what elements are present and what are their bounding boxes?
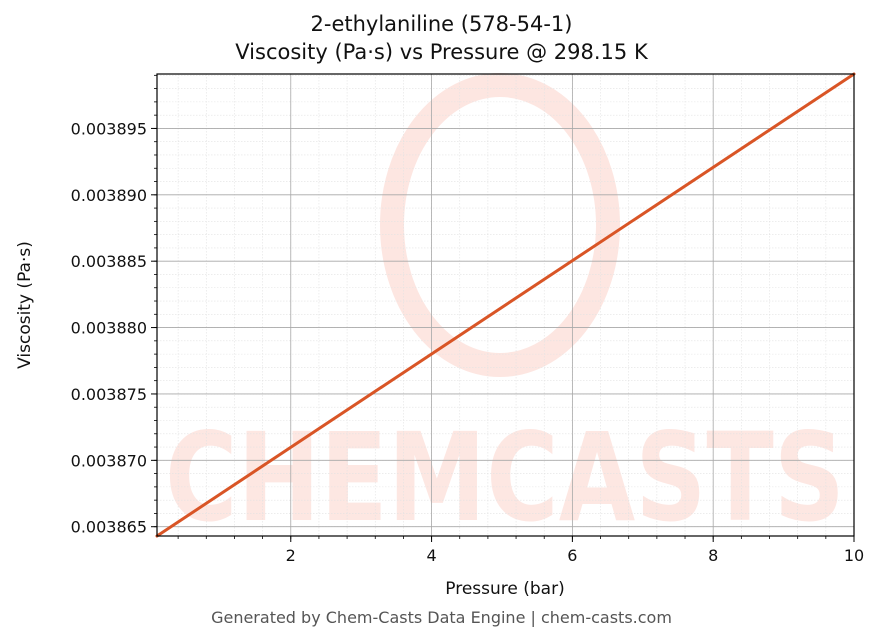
y-tick-label: 0.003865 xyxy=(71,518,147,537)
chart-subtitle: Viscosity (Pa·s) vs Pressure @ 298.15 K xyxy=(235,40,648,64)
x-tick-label: 10 xyxy=(844,546,864,565)
chart-title: 2-ethylaniline (578-54-1) xyxy=(310,12,573,36)
watermark-text: CHEMCASTS xyxy=(165,407,845,549)
y-axis-label: Viscosity (Pa·s) xyxy=(15,241,35,369)
x-tick-label: 2 xyxy=(286,546,296,565)
watermark: CHEMCASTS xyxy=(165,73,845,549)
plot-frame xyxy=(156,73,855,537)
series-line xyxy=(155,72,856,538)
x-tick-label: 8 xyxy=(708,546,718,565)
watermark-logo-ring xyxy=(380,73,620,377)
y-tick-label: 0.003885 xyxy=(71,252,147,271)
x-tick-label: 6 xyxy=(567,546,577,565)
series-layer xyxy=(155,72,856,538)
x-tick-label: 4 xyxy=(426,546,436,565)
x-axis-label: Pressure (bar) xyxy=(445,579,564,599)
y-tick-label: 0.003890 xyxy=(71,186,147,205)
y-tick-label: 0.003880 xyxy=(71,319,147,338)
y-tick-label: 0.003875 xyxy=(71,385,147,404)
y-tick-label: 0.003870 xyxy=(71,451,147,470)
footer-credit: Generated by Chem-Casts Data Engine | ch… xyxy=(211,608,672,627)
y-axis-ticks: 0.003865 0.003870 0.003875 0.003880 0.003885… xyxy=(71,74,157,537)
y-tick-label: 0.003895 xyxy=(71,119,147,138)
x-axis-ticks: 2 4 6 8 10 xyxy=(177,536,864,565)
